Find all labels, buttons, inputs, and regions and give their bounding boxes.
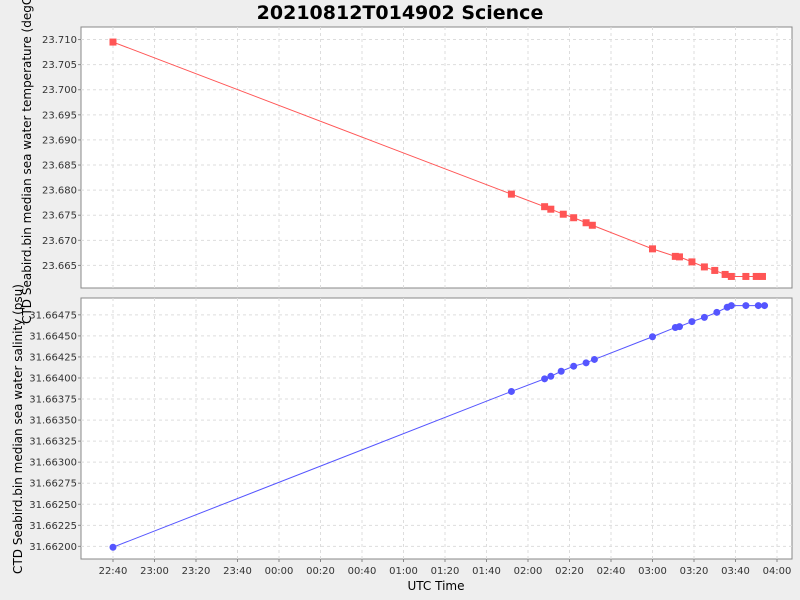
y-tick-label: 31.66325 [29,437,77,448]
data-point [742,272,750,280]
y-tick-label: 31.66450 [29,331,77,342]
y-tick-label: 31.66200 [29,542,77,553]
x-tick-label: 23:20 [182,566,211,577]
y-tick-label: 31.66425 [29,352,77,363]
y-tick-labels: 23.665 23.670 23.675 23.680 23.685 23.690 23.6… [29,35,81,553]
grid-layer [81,27,792,559]
x-tick-label: 02:40 [597,566,626,577]
y-tick-label: 23.680 [42,186,77,197]
data-point [711,266,719,274]
y-tick-label: 23.690 [42,135,77,146]
x-tick-label: 23:00 [140,566,169,577]
y-tick-label: 31.66375 [29,395,77,406]
x-tick-label: 03:00 [638,566,667,577]
y-tick-label: 31.66300 [29,458,77,469]
x-tick-label: 03:20 [680,566,709,577]
y-tick-label: 23.685 [42,161,77,172]
y-tick-label: 23.665 [42,261,77,272]
temperature-axis-label: CTD Seabird.bin median sea water tempera… [20,0,34,324]
y-tick-label: 23.695 [42,110,77,121]
data-point [588,221,596,229]
y-tick-label: 31.66250 [29,500,77,511]
y-tick-label: 31.66400 [29,373,77,384]
data-point [761,302,769,310]
x-axis-label: UTC Time [408,579,465,593]
data-point [109,543,117,551]
x-tick-label: 02:00 [514,566,543,577]
x-tick-label: 00:20 [306,566,335,577]
data-point [570,214,578,222]
salinity-plot-area [80,297,793,560]
x-tick-label: 03:40 [721,566,750,577]
data-point [109,38,117,46]
x-tick-label: 00:40 [348,566,377,577]
x-tick-label: 01:00 [389,566,418,577]
data-point [507,387,515,395]
data-point [671,252,679,260]
x-tick-label: 04:00 [763,566,792,577]
data-point [541,203,549,211]
x-tick-labels: 22:40 23:00 23:20 23:40 00:00 00:20 00:40 01:00… [99,559,792,577]
y-tick-label: 31.66350 [29,416,77,427]
data-point [675,323,683,331]
data-point [754,302,762,310]
y-tick-label: 23.670 [42,236,77,247]
data-point [649,245,656,253]
data-point [727,272,735,280]
x-tick-label: 01:20 [431,566,460,577]
temperature-plot-area [80,26,793,289]
data-point [700,263,708,271]
data-point [758,272,766,280]
data-point [557,367,565,375]
data-point [713,308,721,316]
data-point [559,210,567,218]
data-point [742,302,750,310]
data-point [547,205,555,213]
data-point [752,272,760,280]
x-tick-label: 01:40 [472,566,501,577]
y-tick-label: 23.675 [42,211,77,222]
data-point [547,372,555,380]
y-tick-label: 23.710 [42,35,77,46]
data-point [649,333,656,341]
data-point [721,270,729,278]
series-layer [109,38,769,551]
x-tick-label: 22:40 [99,566,128,577]
y-tick-label: 31.66275 [29,479,77,490]
data-point [582,219,590,227]
data-point [590,355,598,363]
chart-title: 20210812T014902 Science [257,2,544,24]
x-tick-label: 02:20 [555,566,584,577]
data-point [507,190,515,198]
data-point [727,302,735,310]
data-point [541,375,549,383]
y-tick-label: 23.700 [42,85,77,96]
salinity-axis-label: CTD Seabird.bin median sea water salinit… [11,284,25,574]
data-point [700,313,708,321]
y-tick-label: 23.705 [42,60,77,71]
data-point [688,318,696,326]
x-tick-label: 23:40 [223,566,252,577]
data-point [688,258,696,266]
data-point [582,359,590,367]
x-tick-label: 00:00 [265,566,294,577]
y-tick-label: 31.66225 [29,521,77,532]
y-tick-label: 31.66475 [29,310,77,321]
data-point [570,362,578,370]
data-point [675,253,683,261]
